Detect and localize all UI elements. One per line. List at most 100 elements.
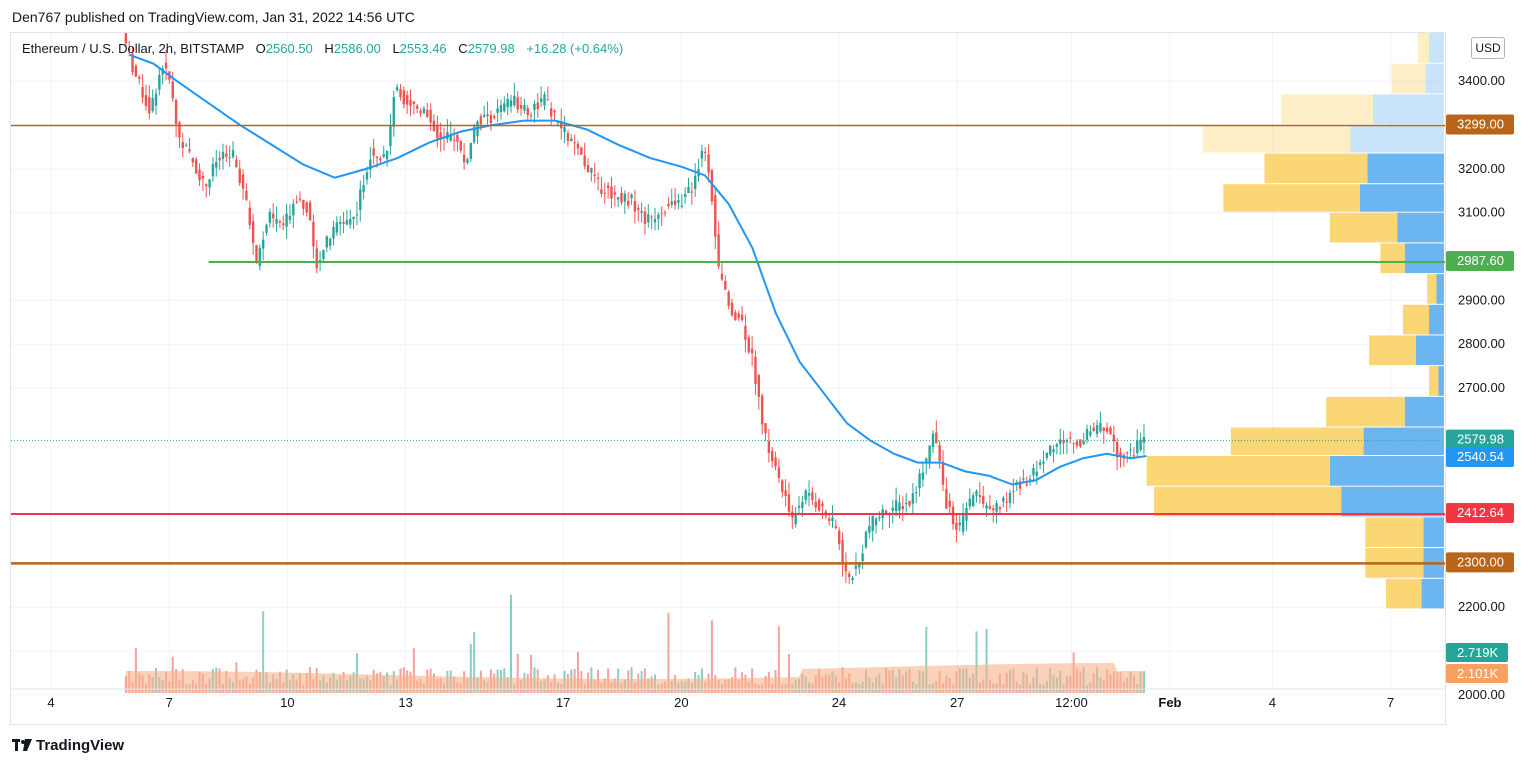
candle-body — [831, 517, 834, 522]
volume-profile-bar-up — [1264, 153, 1368, 184]
candle-body — [580, 147, 583, 155]
candle-body — [148, 97, 151, 114]
candle-body — [992, 508, 995, 511]
currency-button[interactable]: USD — [1471, 37, 1505, 59]
candle-body — [288, 215, 292, 220]
volume-profile-bar-down — [1329, 456, 1444, 486]
candle-body — [359, 189, 362, 211]
candle-body — [935, 432, 938, 444]
candle-body — [325, 236, 328, 248]
candle-body — [898, 502, 901, 511]
candle-body — [379, 158, 382, 161]
volume-profile-bar-down — [1404, 396, 1444, 427]
candle-body — [730, 302, 734, 316]
volume-profile-bar-down — [1438, 366, 1444, 396]
candle-body — [1126, 452, 1129, 454]
volume-bar — [710, 620, 713, 693]
candle-body — [693, 175, 697, 189]
candle-body — [556, 121, 560, 124]
candle-body — [312, 221, 315, 247]
x-axis-tick-label: 27 — [950, 695, 964, 710]
candle-body — [295, 201, 298, 203]
x-axis-tick-label: 12:00 — [1055, 695, 1088, 710]
candle-body — [945, 488, 948, 509]
x-axis-tick-label: 20 — [674, 695, 688, 710]
candle-body — [1055, 444, 1059, 447]
candle-body — [549, 108, 553, 117]
volume-bar — [777, 626, 780, 693]
candle-body — [734, 312, 737, 321]
candle-body — [630, 194, 633, 199]
candle-body — [452, 139, 456, 141]
candle-body — [908, 500, 911, 506]
candle-body — [797, 505, 801, 508]
candle-body — [995, 503, 998, 512]
candle-body — [352, 216, 355, 220]
candle-body — [1008, 492, 1012, 503]
candle-body — [643, 211, 647, 225]
candle-body — [1065, 440, 1069, 443]
candle-body — [389, 125, 392, 147]
candle-body — [1095, 425, 1099, 435]
candle-body — [747, 337, 750, 353]
low-value: 2553.46 — [399, 41, 447, 56]
candle-body — [603, 192, 606, 194]
candle-body — [864, 531, 868, 548]
candle-body — [235, 159, 238, 168]
candle-body — [248, 207, 251, 225]
price-badge — [1446, 446, 1514, 467]
candle-body — [496, 108, 499, 113]
candle-body — [583, 155, 586, 167]
candle-body — [807, 493, 811, 496]
publisher-credit: Den767 published on TradingView.com, Jan… — [12, 9, 415, 25]
candle-body — [523, 105, 526, 111]
candle-body — [509, 100, 513, 107]
candle-body — [282, 223, 285, 226]
candle-body — [593, 174, 596, 176]
candle-body — [275, 218, 278, 224]
tradingview-logo[interactable]: TradingView — [12, 737, 124, 754]
candle-body — [911, 493, 915, 504]
candle-body — [1075, 441, 1079, 447]
candle-body — [211, 163, 215, 177]
candle-body — [479, 116, 483, 124]
x-axis-tick-label: 4 — [1269, 695, 1276, 710]
candle-body — [1129, 449, 1132, 451]
candle-body — [543, 94, 546, 106]
candle-body — [660, 213, 663, 215]
candle-body — [975, 490, 978, 496]
volume-profile-bar-down — [1429, 33, 1444, 63]
volume-profile-bar-up — [1417, 33, 1430, 63]
change-value: +16.28 (+0.64%) — [526, 41, 624, 56]
candle-body — [596, 177, 600, 179]
open-value: 2560.50 — [265, 41, 313, 56]
candle-body — [687, 186, 690, 194]
volume-bar — [355, 653, 358, 693]
price-scale[interactable]: 3400.00 3200.00 3100.00 2900.00 2800.00 2700.… — [1446, 32, 1536, 725]
candle-body — [774, 457, 777, 467]
candle-body — [134, 65, 138, 77]
volume-profile — [1146, 33, 1444, 609]
candle-body — [486, 114, 489, 116]
grid-lines — [11, 33, 1445, 696]
candle-body — [201, 175, 205, 179]
candle-body — [633, 201, 637, 212]
candle-body — [536, 102, 539, 110]
candle-body — [1038, 462, 1042, 465]
candle-body — [1042, 461, 1045, 464]
candle-body — [637, 208, 640, 210]
candle-body — [576, 143, 580, 149]
volume-profile-bar-down — [1421, 578, 1444, 609]
chart-area[interactable]: 4 7 10 13 17 20 24 27 12:00 Feb 4 7 — [10, 32, 1446, 725]
x-axis-tick-label: 7 — [1387, 695, 1394, 710]
candle-body — [449, 133, 452, 141]
candle-body — [375, 156, 379, 158]
candle-body — [787, 494, 791, 512]
candle-body — [1099, 422, 1102, 432]
candle-body — [493, 116, 496, 118]
candle-body — [503, 103, 506, 112]
candle-body — [392, 97, 395, 127]
close-value: 2579.98 — [467, 41, 515, 56]
price-chart[interactable]: 4 7 10 13 17 20 24 27 12:00 Feb 4 7 — [11, 33, 1445, 724]
candle-body — [837, 530, 841, 544]
